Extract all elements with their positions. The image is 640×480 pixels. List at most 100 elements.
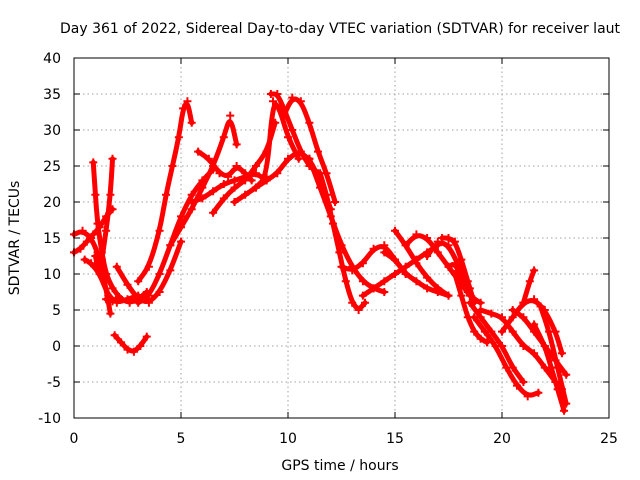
- data-point: [348, 266, 357, 275]
- data-point: [209, 208, 218, 217]
- series-line-arc-15: [232, 102, 302, 205]
- data-point: [358, 291, 367, 300]
- data-point: [530, 295, 539, 304]
- data-point: [450, 237, 459, 246]
- data-point: [273, 169, 282, 178]
- data-point: [463, 288, 472, 296]
- data-point: [534, 388, 543, 397]
- data-point: [232, 140, 241, 149]
- data-point: [380, 277, 389, 286]
- data-point: [305, 118, 314, 127]
- series-group: [70, 90, 571, 415]
- data-point: [209, 187, 218, 196]
- data-point: [562, 370, 571, 379]
- data-point: [476, 306, 485, 314]
- data-point: [331, 198, 340, 206]
- data-point: [179, 104, 188, 113]
- data-point: [444, 241, 453, 250]
- data-point: [241, 190, 250, 199]
- data-point: [369, 284, 378, 293]
- data-point: [108, 154, 117, 163]
- data-point: [391, 270, 399, 278]
- data-point: [177, 212, 185, 221]
- data-point: [108, 297, 117, 306]
- data-point: [288, 126, 297, 134]
- data-point: [335, 248, 344, 257]
- y-tick-label: -5: [47, 375, 61, 391]
- data-point: [87, 234, 96, 242]
- data-point: [354, 306, 363, 314]
- data-point: [487, 309, 496, 318]
- series-line-arc-26: [424, 240, 473, 291]
- y-axis: -10 -5 0 5 10 15 20 25 30 35 40: [38, 51, 609, 427]
- data-point: [450, 259, 459, 268]
- data-point: [230, 176, 239, 185]
- data-point: [136, 342, 145, 350]
- data-point: [525, 277, 534, 286]
- data-point: [284, 154, 292, 163]
- data-point: [219, 180, 228, 188]
- y-tick-label: 25: [43, 159, 61, 175]
- data-point: [536, 302, 545, 311]
- data-point: [530, 266, 539, 275]
- data-point: [444, 291, 453, 300]
- y-tick-label: 0: [52, 339, 61, 355]
- data-point: [177, 237, 185, 246]
- data-point: [168, 162, 177, 170]
- y-tick-label: 35: [43, 87, 61, 103]
- x-tick-label: 20: [493, 431, 511, 447]
- data-point: [337, 262, 346, 271]
- data-point: [110, 331, 119, 340]
- data-point: [361, 298, 370, 307]
- data-point: [97, 255, 106, 264]
- data-point: [106, 309, 115, 318]
- series-line-arc-13: [195, 149, 255, 183]
- y-tick-label: 10: [43, 267, 61, 283]
- data-point: [273, 90, 282, 98]
- data-point: [530, 320, 539, 329]
- data-point: [95, 270, 104, 278]
- data-point: [412, 277, 421, 286]
- data-point: [219, 194, 228, 203]
- data-point: [91, 190, 100, 199]
- data-point: [183, 97, 192, 106]
- y-tick-label: 5: [52, 303, 61, 319]
- data-point: [87, 259, 96, 268]
- data-point: [337, 241, 346, 250]
- data-point: [288, 93, 297, 102]
- data-point: [155, 288, 164, 296]
- data-point: [144, 291, 153, 300]
- data-point: [348, 298, 357, 307]
- data-point: [215, 169, 224, 178]
- data-point: [476, 334, 485, 343]
- data-point: [251, 183, 260, 192]
- data-point: [284, 133, 292, 142]
- series-line-arc-14: [210, 120, 278, 216]
- data-point: [102, 226, 111, 235]
- y-tick-label: 15: [43, 231, 61, 247]
- data-point: [123, 280, 132, 289]
- data-point: [80, 255, 89, 264]
- data-point: [545, 327, 554, 336]
- data-point: [401, 270, 410, 278]
- data-point: [204, 154, 213, 163]
- data-point: [519, 298, 528, 307]
- data-point: [483, 338, 492, 347]
- data-point: [341, 277, 350, 286]
- data-point: [198, 194, 207, 203]
- series-line-arc-33: [499, 298, 565, 356]
- data-point: [294, 154, 303, 163]
- data-point: [423, 273, 432, 282]
- data-point: [134, 298, 143, 307]
- data-point: [230, 198, 239, 206]
- data-point: [423, 284, 432, 293]
- data-point: [423, 252, 432, 260]
- series-line-arc-24: [381, 249, 451, 299]
- data-point: [142, 332, 151, 341]
- series-line-arc-21: [339, 244, 409, 277]
- data-point: [262, 176, 271, 185]
- y-tick-label: 40: [43, 51, 61, 67]
- data-point: [557, 349, 566, 358]
- data-point: [269, 97, 278, 106]
